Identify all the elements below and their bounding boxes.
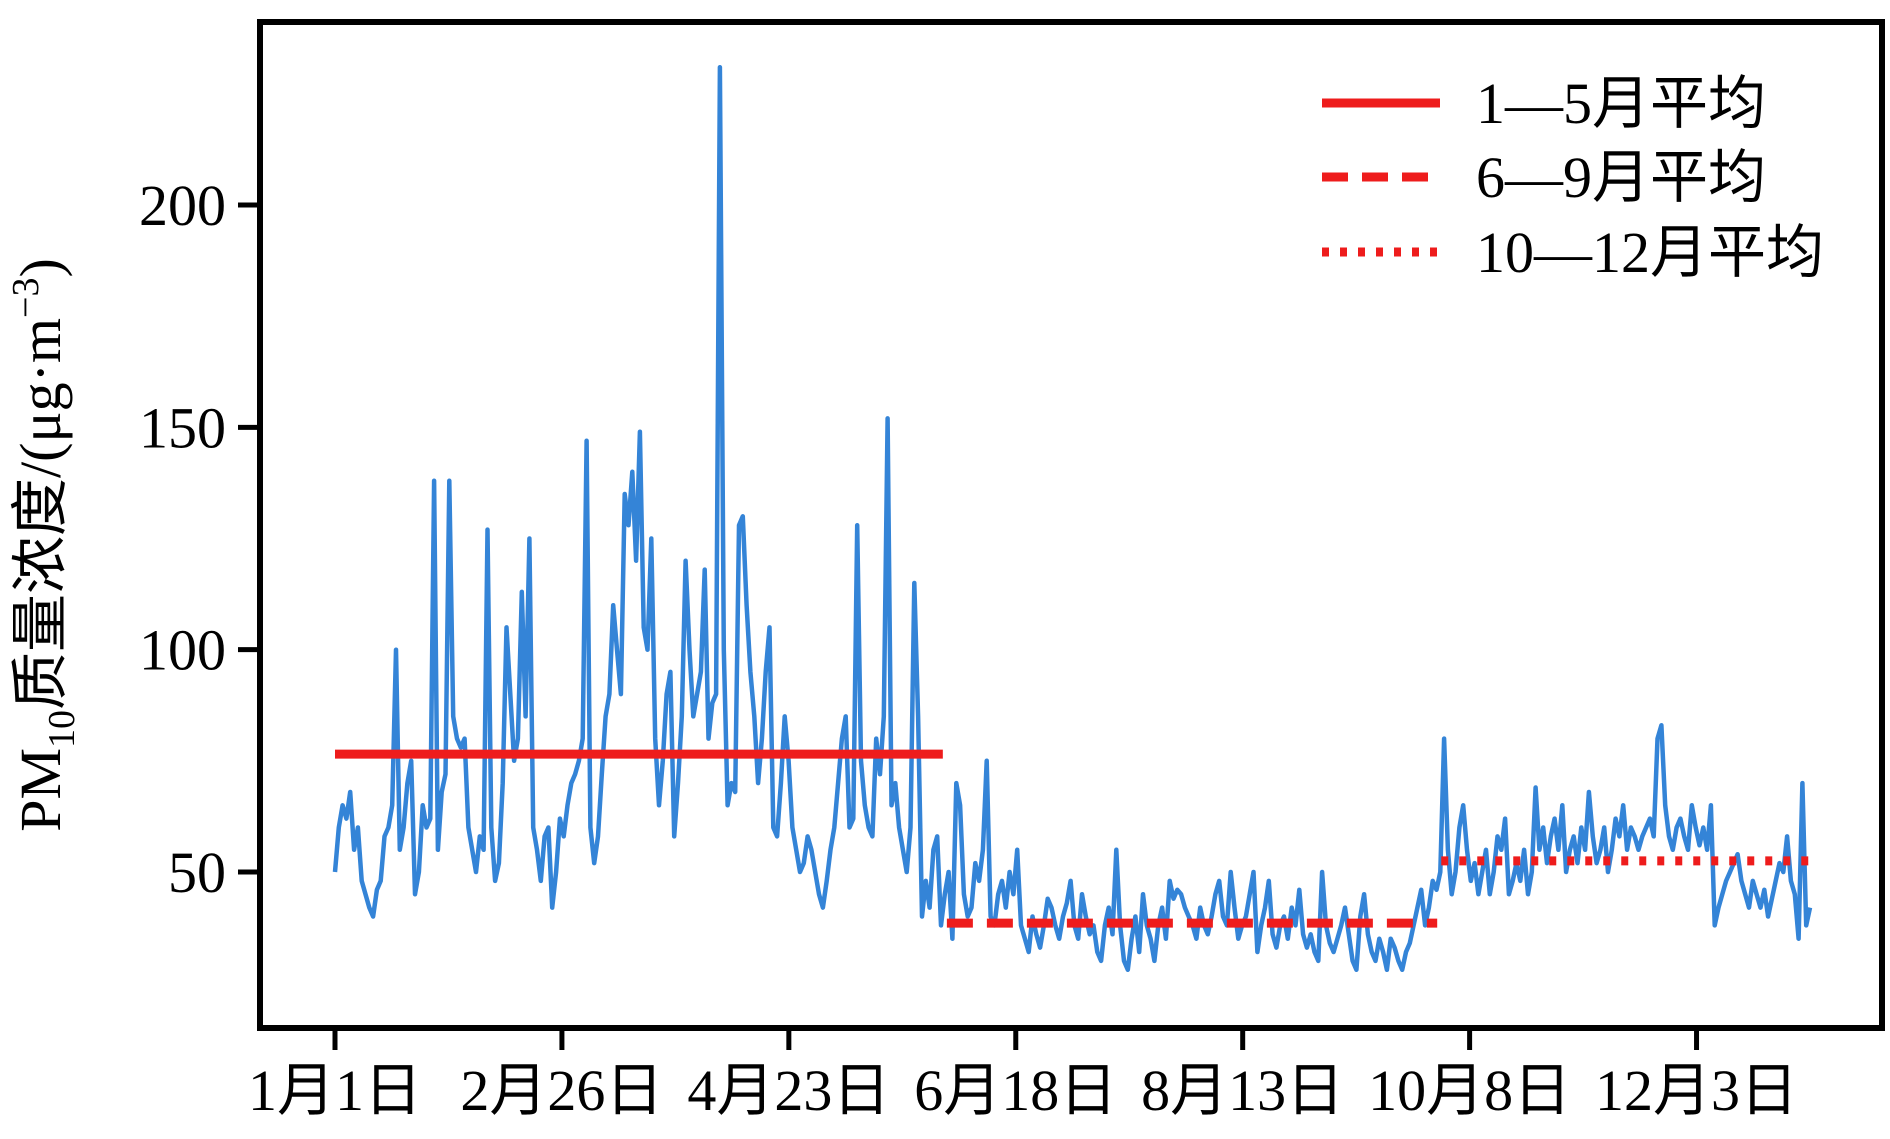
y-tick-label: 150 [139,395,226,460]
plot-frame [257,19,1885,1031]
x-tick-label: 6月18日 [914,1058,1117,1123]
series-layer [332,64,1813,973]
ylabel-superscript: −3 [5,278,47,318]
legend-label: 10—12月平均 [1476,220,1824,285]
x-tick-label: 2月26日 [460,1058,663,1123]
y-tick-label: 50 [168,840,226,905]
legend: 1—5月平均 6—9月平均 10—12月平均 [1322,71,1824,285]
legend-label: 6—9月平均 [1476,145,1766,210]
legend-label: 1—5月平均 [1476,71,1766,136]
x-tick-label: 1月1日 [248,1058,422,1123]
y-tick-label: 200 [139,173,226,238]
y-axis-label: PM10质量浓度/(μg·m−3) [5,258,83,832]
x-axis: 1月1日 2月26日 4月23日 6月18日 8月13日 10月8日 12月3日 [248,1028,1798,1123]
ylabel-prefix: PM [8,748,73,832]
ylabel-subscript: 10 [41,710,83,748]
y-tick-label: 100 [139,618,226,683]
ylabel-middle: 质量浓度/(μg·m [8,318,73,710]
ylabel-suffix: ) [8,258,73,277]
x-tick-label: 12月3日 [1595,1058,1798,1123]
x-tick-label: 10月8日 [1368,1058,1571,1123]
y-axis-label-text: PM10质量浓度/(μg·m−3) [5,258,83,832]
y-axis: 50 100 150 200 [139,173,260,905]
x-tick-label: 8月13日 [1141,1058,1344,1123]
x-tick-label: 4月23日 [687,1058,890,1123]
